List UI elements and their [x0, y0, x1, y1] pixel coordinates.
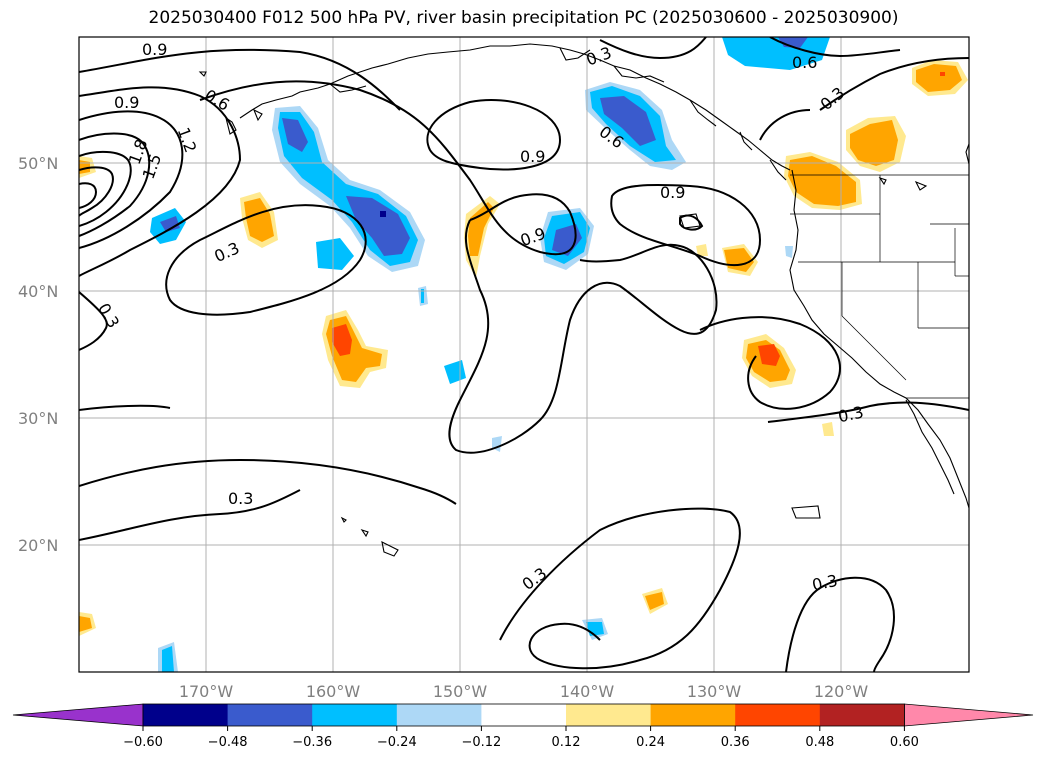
map-title: 2025030400 F012 500 hPa PV, river basin …: [148, 8, 899, 28]
lon-label: 120°W: [814, 682, 869, 701]
colorbar-tick-label: 0.36: [721, 735, 750, 750]
colorbar-tick-label: 0.60: [890, 735, 919, 750]
colorbar-bin: [481, 704, 567, 726]
colorbar-segments: [12, 703, 1034, 727]
colorbar-tick-label: −0.12: [461, 735, 501, 750]
colorbar: −0.60 −0.48 −0.36 −0.24 −0.12 0.12 0.24 0.36 0.4…: [12, 703, 1034, 750]
colorbar-bin: [143, 704, 229, 726]
contour-label: 0.9: [114, 93, 139, 112]
negative-precip-shading: [150, 37, 830, 672]
precip-blob: [492, 436, 502, 452]
precip-blob: [940, 72, 945, 76]
colorbar-outline: [142, 703, 905, 727]
lat-label: 40°N: [18, 282, 58, 301]
latitude-labels: 50°N 40°N 30°N 20°N: [18, 154, 58, 555]
precip-blob: [162, 646, 174, 672]
precip-blob: [79, 616, 92, 632]
lat-label: 30°N: [18, 409, 58, 428]
precip-blob: [160, 216, 180, 232]
colorbar-tick-label: −0.24: [377, 735, 417, 750]
gridlines: [79, 37, 969, 672]
positive-precip-shading: [79, 60, 968, 636]
colorbar-bin: [819, 704, 905, 726]
precip-blob: [332, 324, 352, 356]
precip-blob: [758, 344, 780, 366]
contour-label: 0.3: [584, 43, 614, 70]
colorbar-tick-label: 0.12: [552, 735, 581, 750]
precip-blob: [850, 120, 898, 166]
precip-blob: [916, 64, 962, 92]
precip-blob: [552, 224, 582, 256]
precip-blob: [380, 211, 386, 217]
precip-blob: [600, 96, 656, 146]
lat-label: 20°N: [18, 536, 58, 555]
precip-blob: [282, 118, 308, 152]
precip-blob: [822, 422, 834, 436]
precip-blob: [785, 246, 793, 258]
political-boundaries: [790, 174, 969, 399]
longitude-labels: 170°W 160°W 150°W 140°W 130°W 120°W: [179, 682, 869, 701]
contour-label: 0.9: [142, 40, 167, 59]
precip-blob: [244, 198, 274, 242]
colorbar-tick-label: 0.48: [805, 735, 834, 750]
colorbar-tick-label: 0.24: [636, 735, 665, 750]
colorbar-ticks: −0.60 −0.48 −0.36 −0.24 −0.12 0.12 0.24 0.36 0.4…: [123, 726, 919, 750]
contour-label: 0.3: [810, 571, 839, 595]
colorbar-bin: [650, 704, 736, 726]
precip-blob: [722, 37, 830, 70]
contour-label: 0.9: [660, 183, 685, 202]
colorbar-extend-min: [12, 703, 144, 727]
contour-label: 0.3: [211, 238, 242, 266]
contour-label: 0.3: [94, 300, 123, 332]
precip-blob: [444, 360, 466, 384]
contour-label: 0.3: [228, 489, 253, 508]
colorbar-bin: [312, 704, 398, 726]
map-area: 0.9 0.9 0.6 1.2 1.8 1.5 0.3 0.6 0.6 0.9 …: [79, 37, 969, 672]
coastlines: [198, 43, 969, 557]
pv-contours: [79, 37, 969, 672]
contour-label: 1.2: [174, 125, 201, 155]
colorbar-tick-label: −0.36: [292, 735, 332, 750]
lon-label: 170°W: [179, 682, 234, 701]
colorbar-tick-label: −0.48: [208, 735, 248, 750]
precip-blob: [696, 244, 708, 256]
precip-blob: [788, 156, 856, 206]
colorbar-tick-label: −0.60: [123, 735, 163, 750]
lon-label: 160°W: [306, 682, 361, 701]
lon-label: 130°W: [687, 682, 742, 701]
precip-blob: [316, 238, 354, 270]
colorbar-bin: [566, 704, 652, 726]
map-frame: [78, 36, 970, 673]
lat-label: 50°N: [18, 154, 58, 173]
lon-label: 140°W: [560, 682, 615, 701]
contour-label: 0.9: [520, 147, 545, 166]
precip-blob: [421, 289, 424, 303]
precip-blob: [468, 202, 494, 256]
precip-blob: [645, 592, 664, 610]
colorbar-bin: [735, 704, 821, 726]
contour-label: 0.3: [519, 564, 551, 594]
precip-blob: [586, 622, 604, 636]
contour-label: 0.6: [792, 53, 817, 72]
colorbar-bin: [227, 704, 313, 726]
lon-label: 150°W: [433, 682, 488, 701]
precip-blob: [346, 196, 410, 256]
colorbar-bin: [396, 704, 482, 726]
colorbar-extend-max: [904, 703, 1034, 727]
contour-label: 0.3: [836, 402, 865, 426]
